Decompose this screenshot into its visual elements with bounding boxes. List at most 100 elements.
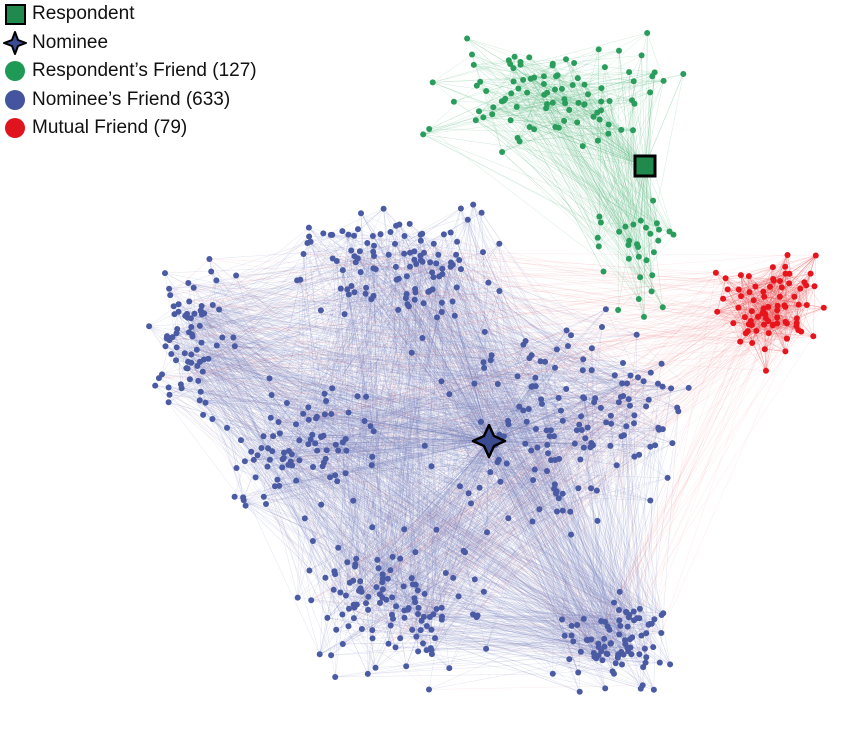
nominee-friend-node — [320, 230, 327, 237]
nominee-friend-node — [397, 555, 404, 562]
respondent-friend-node — [544, 101, 550, 108]
nominee-friend-node — [659, 383, 666, 390]
nominee-friend-node — [439, 265, 446, 272]
nominee-friend-node — [542, 358, 549, 365]
nominee-friend-node — [384, 575, 391, 582]
nominee-friend-node — [485, 279, 492, 286]
respondent-friend-node — [643, 224, 649, 231]
respondent-friend-node — [515, 85, 522, 92]
nominee-friend-node — [231, 493, 238, 500]
nominee-friend-node — [267, 414, 274, 421]
nominee-friend-node — [588, 367, 595, 374]
nominee-friend-node — [412, 549, 419, 556]
nominee-friend-node — [296, 457, 303, 464]
nominee-friend-node — [526, 355, 533, 362]
nominee-friend-node — [547, 427, 554, 434]
nominee-friend-node — [588, 345, 595, 352]
respondent-friend-node — [526, 124, 533, 130]
nominee-friend-node — [538, 396, 545, 403]
nominee-friend-node — [611, 372, 618, 379]
respondent-friend-node — [643, 257, 650, 264]
nominee-friend-node — [565, 343, 571, 349]
nominee-friend-node — [392, 240, 398, 247]
mutual-friend-node — [783, 320, 790, 327]
nominee-friend-node — [616, 607, 622, 613]
nominee-friend-node — [288, 451, 295, 458]
nominee-friend-node — [407, 263, 413, 270]
nominee-friend-node — [213, 277, 220, 284]
nominee-friend-node — [371, 242, 377, 249]
nominee-friend-node — [601, 643, 608, 650]
mutual-friend-node — [738, 293, 744, 300]
nominee-friend-node — [321, 390, 328, 397]
respondent-friend-node — [558, 85, 565, 92]
nominee-friend-node — [627, 372, 634, 379]
respondent-friend-node — [520, 76, 527, 83]
marker-layer — [471, 154, 657, 459]
mutual-friend-node — [803, 302, 810, 308]
nominee-friend-node — [333, 626, 340, 633]
respondent-friend-node — [429, 79, 436, 86]
nominee-friend-node — [425, 288, 432, 295]
nominee-friend-node — [199, 368, 206, 375]
nominee-friend-node — [309, 431, 316, 438]
mutual-friend-node — [742, 330, 749, 337]
nominee-friend-node — [548, 457, 555, 464]
nominee-friend-node — [387, 622, 394, 629]
respondent-friend-node — [649, 272, 656, 279]
nominee-friend-node — [369, 233, 376, 239]
nominee-friend-node — [458, 266, 464, 273]
nominee-friend-node — [545, 450, 551, 457]
nominee-friend-node — [620, 651, 627, 658]
nominee-friend-node — [642, 659, 649, 666]
nominee-friend-node — [305, 224, 312, 231]
nominee-friend-node — [419, 230, 426, 237]
nominee-friend-node — [603, 419, 610, 426]
nominee-friend-node — [401, 526, 408, 533]
mutual-friend-node — [782, 348, 789, 355]
nominee-friend-node — [580, 356, 587, 363]
nominee-friend-node — [481, 328, 488, 335]
respondent-friend-node — [616, 47, 622, 54]
nominee-friend-node — [465, 490, 472, 497]
nominee-friend-node — [643, 630, 650, 637]
nominee-friend-node — [224, 424, 230, 431]
nominee-friend-node — [173, 344, 180, 351]
respondent-friend-node — [616, 228, 623, 235]
nominee-friend-node — [636, 651, 643, 658]
nominee-friend-node — [281, 449, 287, 456]
mutual-friend-node — [720, 295, 727, 302]
nominee-friend-node — [352, 563, 358, 570]
nominee-friend-node — [264, 463, 271, 470]
nominee-friend-node — [350, 601, 357, 608]
nominee-friend-node — [669, 440, 676, 447]
nominee-friend-node — [389, 553, 396, 560]
mutual-friend-node — [755, 313, 761, 320]
mutual-friend-node — [797, 285, 804, 292]
nominee-friend-node — [177, 381, 184, 388]
respondent-friend-node — [630, 78, 637, 85]
respondent-friend-node — [490, 104, 497, 111]
nominee-friend-node — [266, 456, 273, 463]
nominee-friend-node — [377, 231, 384, 238]
nominee-friend-node — [190, 284, 197, 291]
respondent-friend-node — [554, 72, 561, 79]
nominee-friend-node — [308, 597, 315, 604]
nominee-friend-node — [168, 351, 175, 357]
nominee-friend-node — [582, 435, 589, 442]
respondent-friend-node — [660, 77, 667, 84]
nominee-friend-node — [353, 555, 360, 562]
nominee-friend-node — [260, 433, 267, 440]
nominee-friend-node — [318, 434, 325, 440]
nominee-friend-node — [309, 538, 316, 544]
nominee-friend-node — [193, 346, 200, 353]
nominee-friend-node — [202, 399, 209, 406]
nominee-friend-node — [337, 589, 344, 596]
nominee-friend-node — [260, 493, 267, 500]
nominee-friend-node — [241, 458, 248, 465]
nominee-friend-node — [433, 606, 440, 612]
nominee-friend-node — [198, 339, 205, 346]
nominee-friend-node — [216, 306, 223, 313]
nominee-friend-node — [607, 640, 614, 647]
nominee-friend-node — [297, 276, 304, 283]
